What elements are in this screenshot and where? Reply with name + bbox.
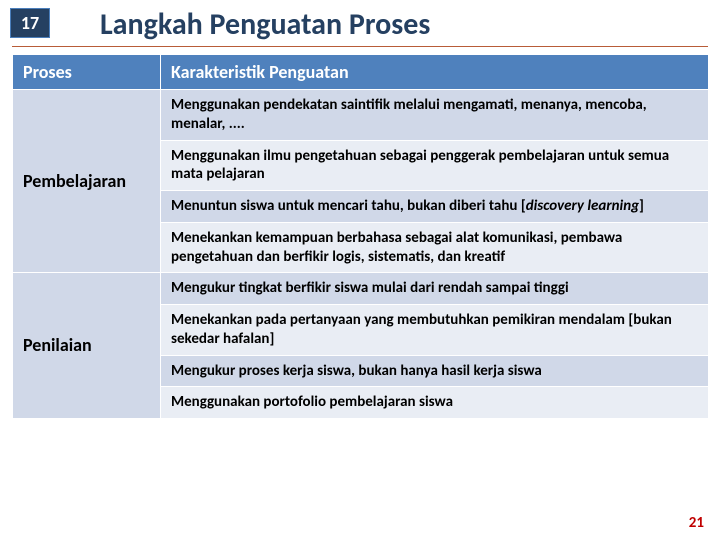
table-row: Pembelajaran Menggunakan pendekatan sain… — [13, 90, 709, 141]
table-row: Penilaian Mengukur tingkat berfikir sisw… — [13, 273, 709, 305]
char-cell: Menggunakan ilmu pengetahuan sebagai pen… — [161, 140, 709, 191]
char-cell: Menuntun siswa untuk mencari tahu, bukan… — [161, 191, 709, 223]
footer-page-number: 21 — [689, 514, 704, 532]
slide-number-box-text: 17 — [21, 12, 39, 34]
char-cell: Menggunakan portofolio pembelajaran sisw… — [161, 387, 709, 419]
char-cell: Mengukur proses kerja siswa, bukan hanya… — [161, 355, 709, 387]
group-label-penilaian: Penilaian — [13, 273, 161, 419]
char-cell: Menekankan pada pertanyaan yang membutuh… — [161, 305, 709, 356]
char-cell: Mengukur tingkat berfikir siswa mulai da… — [161, 273, 709, 305]
table-header-col1: Proses — [13, 55, 161, 90]
title-underline — [12, 46, 708, 47]
char-cell: Menekankan kemampuan berbahasa sebagai a… — [161, 222, 709, 273]
table-header-col2: Karakteristik Penguatan — [161, 55, 709, 90]
group-label-pembelajaran: Pembelajaran — [13, 90, 161, 273]
slide-number-box: 17 — [10, 8, 50, 38]
page-title: Langkah Penguatan Proses — [100, 6, 430, 43]
table-header-row: Proses Karakteristik Penguatan — [13, 55, 709, 90]
char-cell: Menggunakan pendekatan saintifik melalui… — [161, 90, 709, 141]
process-table: Proses Karakteristik Penguatan Pembelaja… — [12, 54, 709, 419]
